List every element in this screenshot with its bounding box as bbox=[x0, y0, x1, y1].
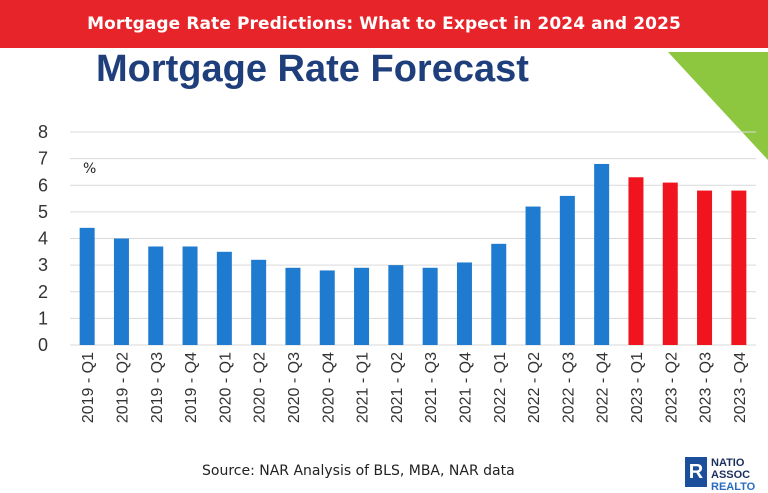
x-tick-label: 2023 - Q3 bbox=[698, 352, 715, 423]
bar-forecast bbox=[697, 190, 713, 345]
bar-actual bbox=[79, 227, 95, 345]
bar-actual bbox=[182, 246, 198, 345]
x-tick-label: 2022 - Q1 bbox=[492, 352, 509, 423]
x-tick-label: 2022 - Q2 bbox=[526, 352, 543, 423]
bar-actual bbox=[525, 206, 541, 345]
x-tick-label: 2023 - Q1 bbox=[629, 352, 646, 423]
gridlines bbox=[70, 131, 756, 346]
title-banner: Mortgage Rate Predictions: What to Expec… bbox=[0, 0, 768, 48]
x-tick-label: 2022 - Q3 bbox=[560, 352, 577, 423]
y-axis-unit-label: % bbox=[83, 161, 96, 177]
x-tick-label: 2023 - Q4 bbox=[732, 352, 749, 423]
bar-actual bbox=[559, 195, 575, 345]
bar-actual bbox=[319, 270, 335, 345]
y-tick-label: 7 bbox=[38, 149, 48, 169]
bar-actual bbox=[456, 262, 472, 345]
y-axis-ticks: 0 1 2 3 4 5 6 7 8 bbox=[38, 122, 48, 355]
y-tick-label: 6 bbox=[38, 175, 48, 195]
nar-logo: R NATIO ASSOC REALTO bbox=[685, 457, 768, 493]
y-tick-label: 0 bbox=[38, 335, 48, 355]
bar-actual bbox=[113, 238, 129, 345]
bar-actual bbox=[594, 163, 610, 345]
logo-line-3: REALTO bbox=[711, 481, 756, 493]
y-tick-label: 3 bbox=[38, 255, 48, 275]
bar-actual bbox=[216, 251, 232, 345]
y-tick-label: 2 bbox=[38, 282, 48, 302]
bar-actual bbox=[251, 259, 267, 345]
bar-actual bbox=[491, 243, 507, 345]
source-note: Source: NAR Analysis of BLS, MBA, NAR da… bbox=[202, 463, 515, 479]
x-tick-label: 2022 - Q4 bbox=[595, 352, 612, 423]
banner-title: Mortgage Rate Predictions: What to Expec… bbox=[87, 14, 681, 34]
x-tick-label: 2019 - Q4 bbox=[183, 352, 200, 423]
x-tick-label: 2023 - Q2 bbox=[663, 352, 680, 423]
x-tick-label: 2020 - Q4 bbox=[320, 352, 337, 423]
bar-actual bbox=[388, 265, 404, 345]
chart-title: Mortgage Rate Forecast bbox=[96, 48, 529, 90]
x-tick-label: 2021 - Q1 bbox=[355, 352, 372, 423]
x-tick-label: 2020 - Q3 bbox=[286, 352, 303, 423]
x-tick-label: 2019 - Q2 bbox=[114, 352, 131, 423]
logo-line-1: NATIO bbox=[711, 457, 745, 469]
bar-forecast bbox=[628, 177, 644, 345]
x-tick-label: 2021 - Q2 bbox=[389, 352, 406, 423]
y-tick-label: 4 bbox=[38, 229, 48, 249]
y-tick-label: 8 bbox=[38, 122, 48, 142]
y-tick-label: 5 bbox=[38, 202, 48, 222]
bars bbox=[79, 163, 747, 345]
x-tick-label: 2019 - Q1 bbox=[80, 352, 97, 423]
x-tick-label: 2020 - Q2 bbox=[252, 352, 269, 423]
bar-actual bbox=[354, 267, 370, 345]
bar-actual bbox=[148, 246, 164, 345]
logo-line-2: ASSOC bbox=[711, 469, 751, 481]
x-axis-ticks: 2019 - Q1 2019 - Q2 2019 - Q3 2019 - Q4 2020… bbox=[80, 352, 749, 423]
green-accent-shape bbox=[668, 52, 768, 160]
bar-forecast bbox=[662, 182, 678, 345]
x-tick-label: 2020 - Q1 bbox=[217, 352, 234, 423]
bar-actual bbox=[422, 267, 438, 345]
bar-forecast bbox=[731, 190, 747, 345]
bar-actual bbox=[285, 267, 301, 345]
x-tick-label: 2019 - Q3 bbox=[149, 352, 166, 423]
y-tick-label: 1 bbox=[38, 308, 48, 328]
x-tick-label: 2021 - Q3 bbox=[423, 352, 440, 423]
realtor-r-icon: R bbox=[685, 457, 707, 487]
logo-text: NATIO ASSOC REALTO bbox=[711, 457, 755, 493]
x-tick-label: 2021 - Q4 bbox=[457, 352, 474, 423]
